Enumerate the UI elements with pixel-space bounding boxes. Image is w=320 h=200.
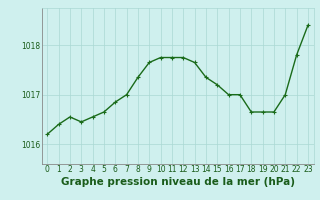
X-axis label: Graphe pression niveau de la mer (hPa): Graphe pression niveau de la mer (hPa) — [60, 177, 295, 187]
